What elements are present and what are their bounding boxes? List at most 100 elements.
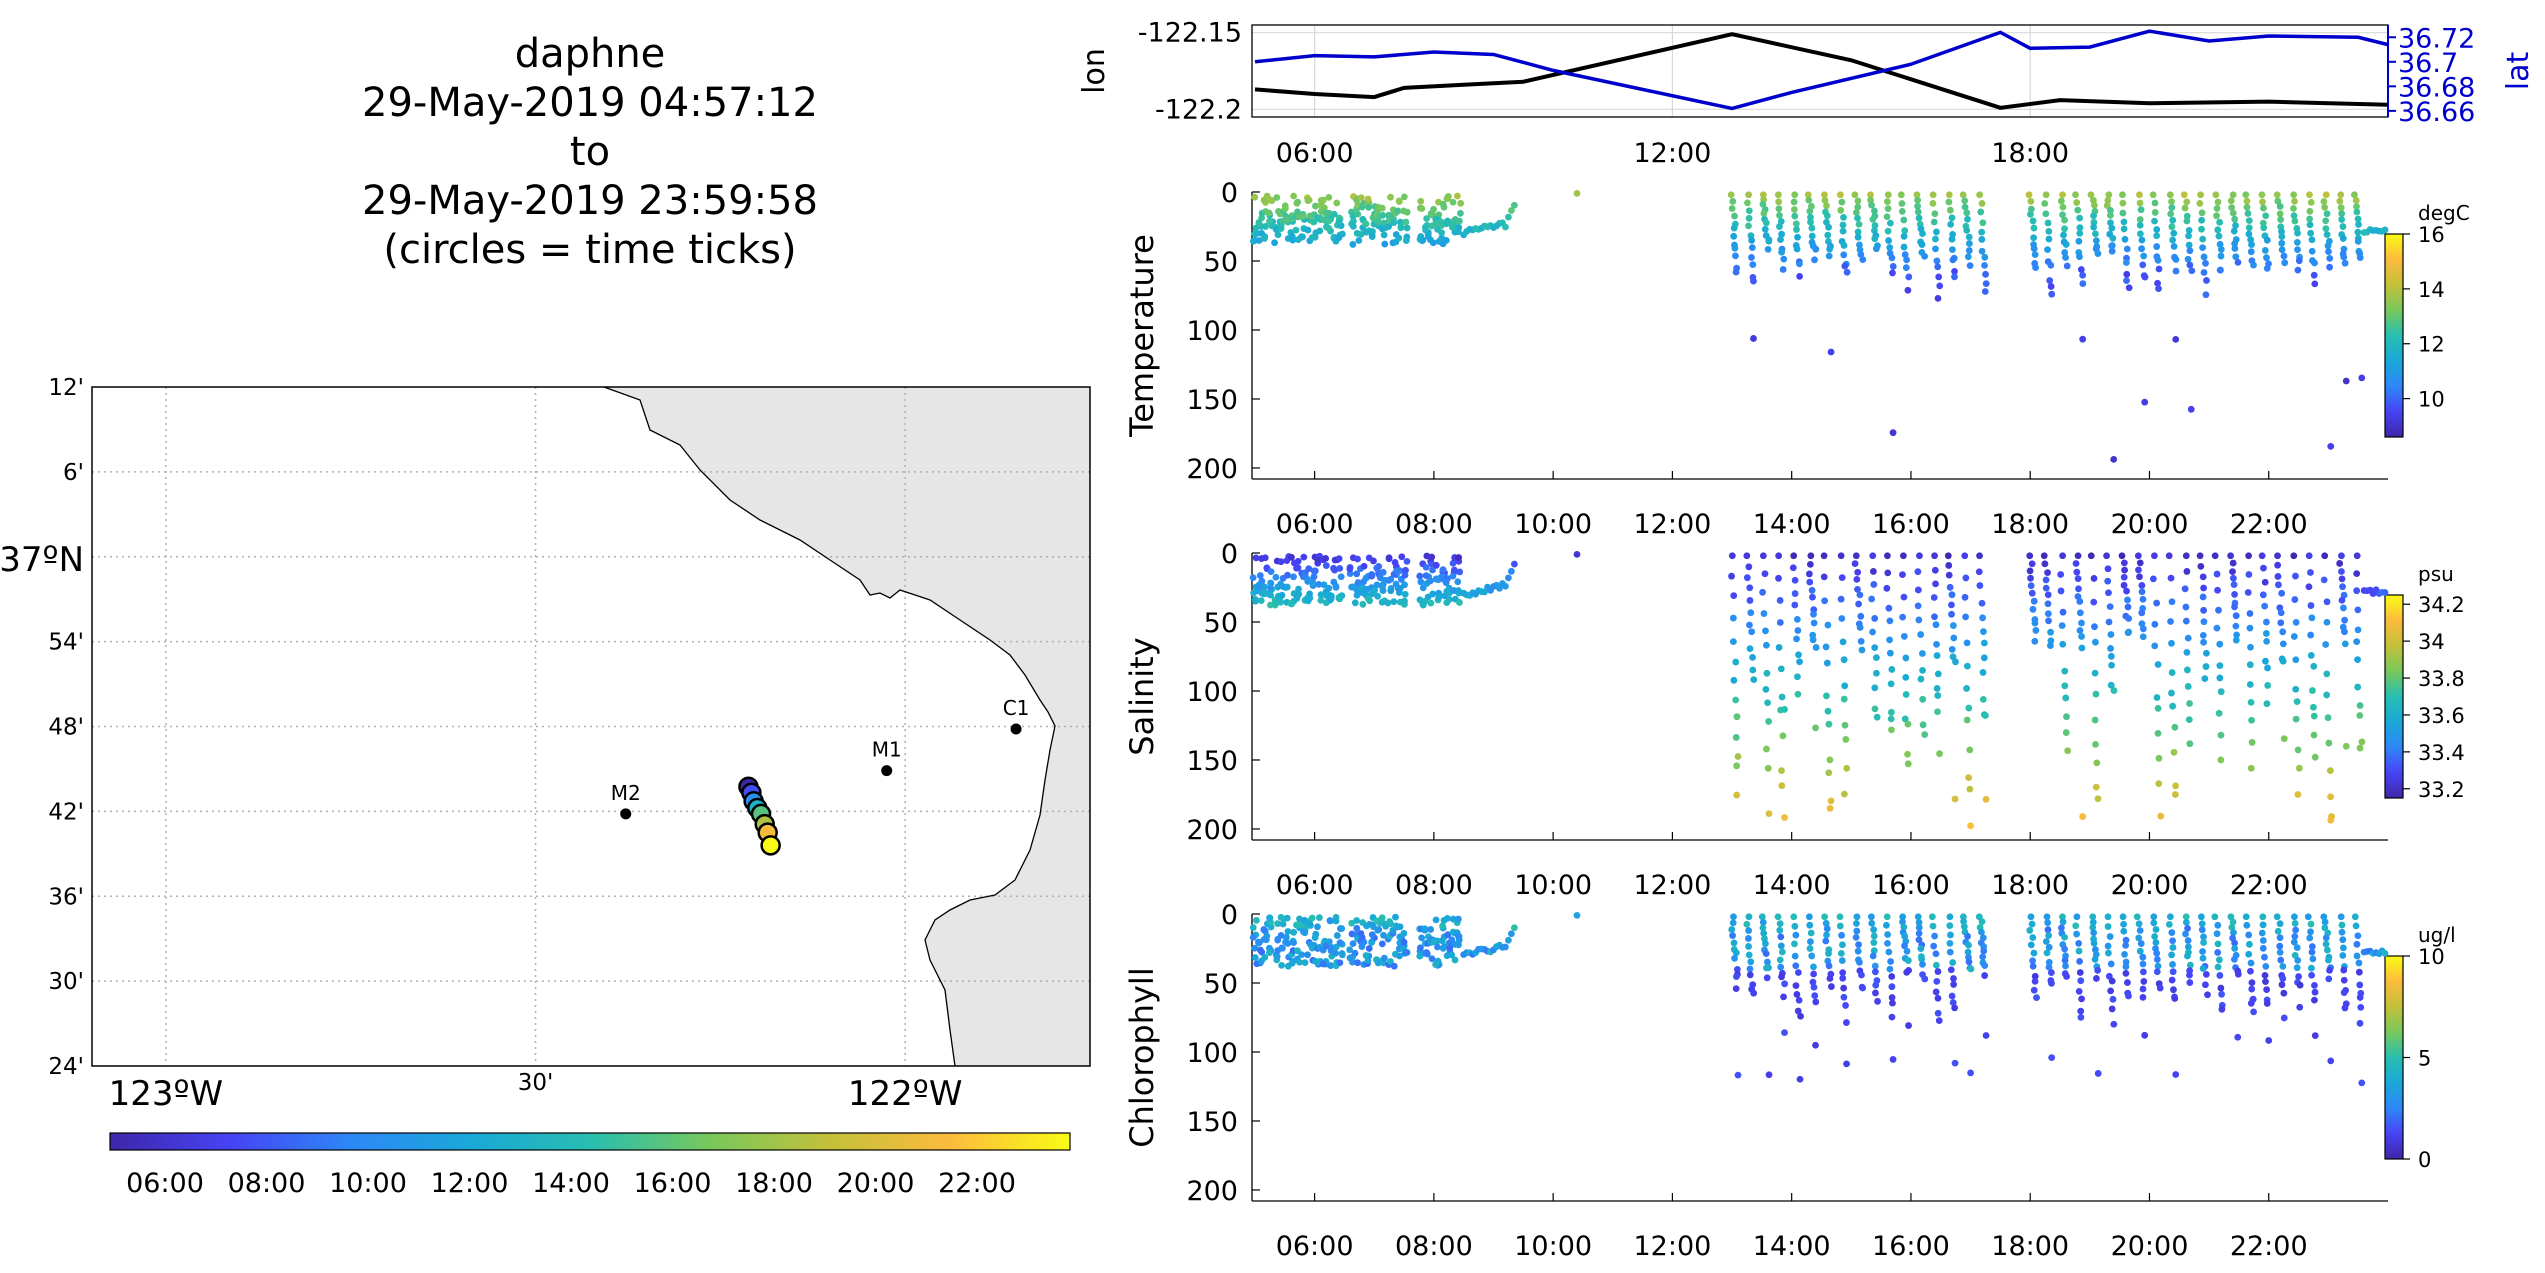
salinity-x-tick-label: 10:00 [1514,870,1592,901]
data-point [1887,708,1895,716]
data-point [2204,991,2211,999]
data-point [2340,253,2348,261]
data-point [1904,957,1912,964]
data-point [2108,977,2116,985]
data-point [2356,712,2364,719]
data-point [2044,569,2051,577]
data-point [2030,234,2038,242]
data-point [2075,939,2083,947]
data-point [2027,913,2035,921]
colorbar-tick-label: 06:00 [126,1168,204,1199]
data-point [2057,197,2065,205]
data-point [2307,229,2315,237]
temperature-y-tick-label: 50 [1204,247,1238,278]
data-point [1288,553,1295,561]
lonlat-x-tick-label: 06:00 [1276,138,1354,169]
data-point [1449,572,1457,580]
data-point [2262,978,2269,986]
data-point [2031,972,2039,980]
data-point [1781,706,1788,713]
colorbar-bar [109,1132,1071,1151]
data-point [2274,581,2282,589]
data-point [2341,640,2349,648]
data-point [1903,256,1910,264]
data-point [2030,986,2038,994]
data-point [1965,774,1973,782]
data-point [2108,247,2116,255]
data-point [2109,995,2117,1003]
data-point [2136,191,2143,199]
data-point [2108,661,2115,669]
data-point [2185,241,2193,249]
data-point [1778,248,1785,256]
data-point [1325,225,1333,232]
data-point [2214,921,2222,929]
data-point [1378,598,1386,606]
data-point [2311,996,2318,1004]
data-point [1806,921,1814,929]
data-point [2326,263,2334,271]
temperature-points [1249,189,2389,463]
data-point [1837,206,1845,214]
chlorophyll-x-tick-label: 20:00 [2111,1231,2189,1262]
data-point [2310,271,2318,279]
data-point [1255,237,1263,244]
data-point [2136,559,2144,567]
data-point [1838,574,1846,582]
data-point [2119,191,2126,199]
map-lon-label: 30' [518,1070,554,1096]
data-point [1889,429,1897,437]
data-point [2248,716,2255,724]
data-point [1370,557,1377,565]
data-point [1777,963,1785,971]
data-point [1852,552,1860,560]
chlorophyll-x-tick-label: 14:00 [1753,1231,1831,1262]
data-point [1837,595,1845,603]
data-point [2248,985,2256,993]
data-point [2121,566,2128,574]
data-point [1300,928,1307,936]
data-point [1915,929,1923,937]
data-point [1789,564,1797,572]
data-point [1854,214,1861,222]
data-point [2338,575,2346,583]
data-point [2028,560,2036,568]
data-point [2122,936,2130,944]
data-point [2140,252,2148,260]
data-point [1838,198,1846,206]
salinity-x-tick-label: 18:00 [1991,870,2069,901]
data-point [2042,938,2050,945]
data-point [1790,913,1798,921]
data-point [1950,634,1958,642]
data-point [2184,937,2192,944]
data-point [1931,613,1938,621]
data-point [2291,197,2298,205]
data-point [2107,960,2115,968]
data-point [2213,212,2220,220]
salinity-colorbar-tick-label: 33.8 [2418,667,2465,691]
data-point [2061,945,2069,953]
data-point [2227,197,2235,205]
data-point [2293,698,2301,706]
data-point [2259,944,2267,952]
data-point [1510,560,1518,568]
data-point [2106,933,2114,940]
data-point [1965,233,1973,241]
data-point [2202,259,2209,267]
data-point [2139,595,2147,603]
data-point [1935,1017,1943,1025]
data-point [1432,220,1440,227]
data-point [1883,584,1891,592]
data-point [1838,957,1846,964]
colorbar-tick-label: 16:00 [634,1168,712,1199]
data-point [1733,713,1741,721]
data-point [2351,913,2359,921]
data-point [2077,1007,2085,1015]
data-point [2033,994,2040,1001]
data-point [2122,969,2130,977]
data-point [1951,795,1959,803]
data-point [2381,949,2389,957]
data-point [2244,589,2252,596]
data-point [1967,1069,1974,1077]
data-point [2120,559,2128,567]
